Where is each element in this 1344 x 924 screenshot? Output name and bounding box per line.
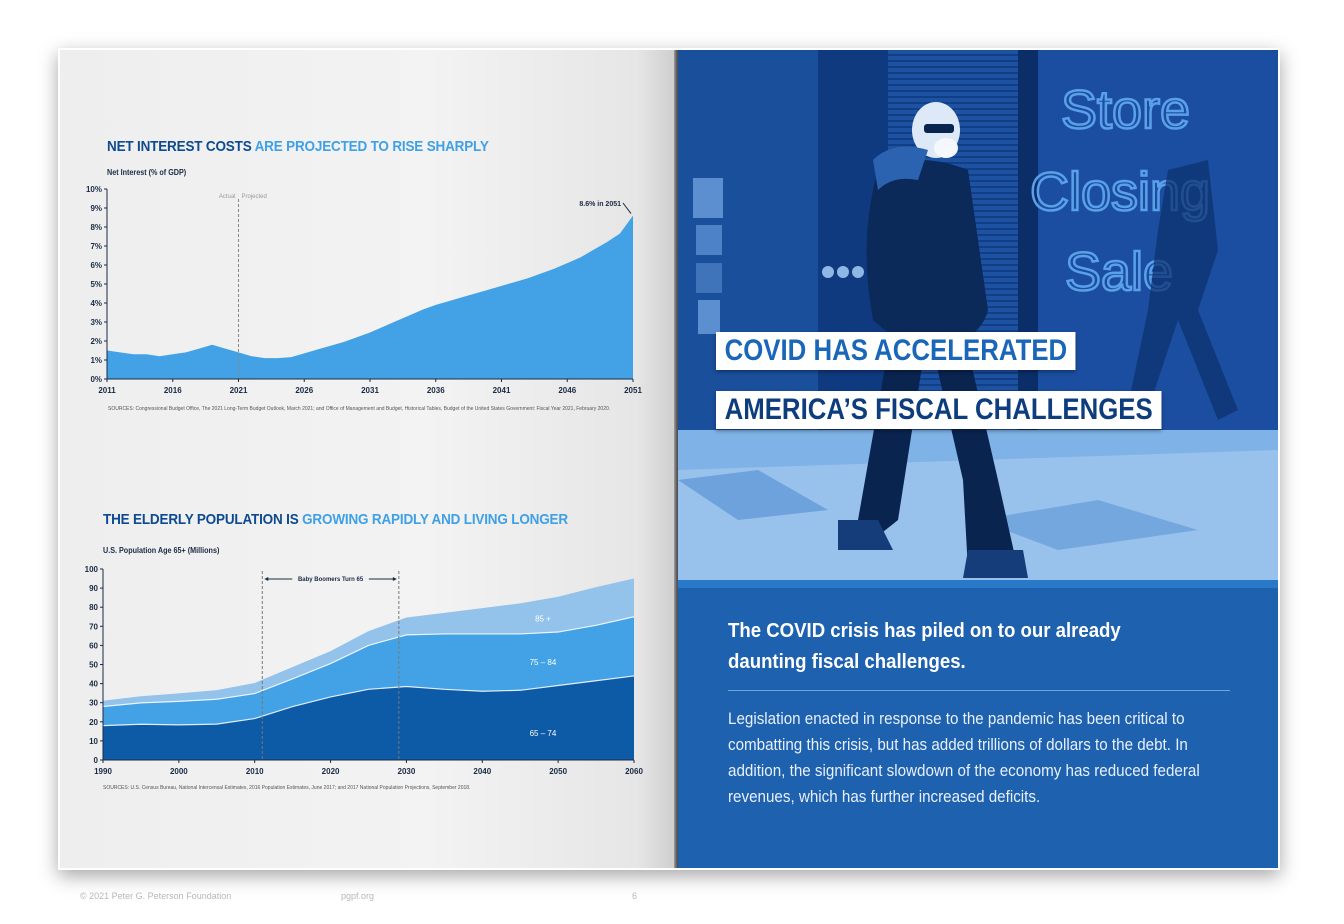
divider-rule [728, 690, 1230, 691]
chart1-title-dark: NET INTEREST COSTS [107, 138, 252, 155]
chart2-x-tick-label: 2010 [246, 767, 264, 776]
chart1-annotation-arrow [622, 202, 632, 214]
text-panel [678, 580, 1278, 868]
chart2-y-tick-label: 30 [89, 699, 98, 708]
boomers-arrowhead-left [264, 577, 269, 581]
chart2-x-tick-label: 1990 [94, 767, 112, 776]
net-interest-chart: 0% 1% 2% 3% 4% 5% 6% 7% 8% 9% 10% 2011 2016 2021 2026 2… [86, 185, 642, 395]
chart1-y-tick-label: 8% [90, 223, 102, 232]
layer-separator [102, 675, 635, 727]
area-85-plus [103, 578, 634, 707]
lead-text: The COVID crisis has piled on to our alr… [728, 620, 1121, 673]
chart1-x-tick-label: 2041 [493, 386, 511, 395]
chart1-y-tick-label: 10% [86, 185, 102, 194]
chart2-y-tick-label: 20 [89, 718, 98, 727]
wall-knob [852, 266, 864, 278]
series-label: 75 – 84 [530, 658, 557, 667]
wall-knob [837, 266, 849, 278]
area-65-74 [103, 675, 634, 760]
chart2-y-tick-label: 100 [85, 565, 99, 574]
chart2-title-light: GROWING RAPIDLY AND LIVING LONGER [302, 511, 568, 528]
chart1-y-tick-label: 3% [90, 318, 102, 327]
chart1-title-light: ARE PROJECTED TO RISE SHARPLY [254, 138, 489, 155]
net-interest-area [107, 215, 633, 379]
boomers-annotation: Baby Boomers Turn 65 [298, 577, 364, 583]
chart1-y-tick-label: 2% [90, 337, 102, 346]
chart2-x-tick-label: 2000 [170, 767, 188, 776]
banner-line-1: COVID HAS ACCELERATED [716, 332, 1076, 370]
chart1-x-tick-label: 2011 [98, 386, 116, 395]
panel-stripe [678, 580, 1278, 588]
chart1-x-tick-label: 2031 [361, 386, 379, 395]
chart2-x-tick-label: 2020 [322, 767, 340, 776]
chart2-title-dark: THE ELDERLY POPULATION IS [103, 511, 299, 528]
chart1-source: SOURCES: Congressional Budget Office, Th… [108, 406, 611, 412]
wall-sign [696, 263, 722, 293]
left-page: NET INTEREST COSTS ARE PROJECTED TO RISE… [60, 50, 674, 901]
right-page: Store Closing Sale COVID HAS ACCELERATED… [678, 50, 1278, 868]
chart2-x-tick-label: 2050 [549, 767, 567, 776]
chart2-x-tick-label: 2060 [625, 767, 643, 776]
layer-separator [102, 616, 635, 708]
chart2-y-tick-label: 0 [94, 756, 99, 765]
chart1-x-tick-label: 2046 [558, 386, 576, 395]
page-gutter [674, 50, 680, 868]
chart1-x-tick-label: 2021 [230, 386, 248, 395]
chart2-title: THE ELDERLY POPULATION IS GROWING RAPIDL… [103, 511, 568, 528]
chart1-ylabel: Net Interest (% of GDP) [107, 168, 187, 177]
storefront-photo: Store Closing Sale [678, 50, 1278, 580]
reflection-figure [1128, 160, 1238, 420]
chart2-y-tick-label: 10 [89, 737, 98, 746]
chart1-x-tick-label: 2051 [624, 386, 642, 395]
chart2-x-tick-label: 2040 [473, 767, 491, 776]
chart1-y-tick-label: 6% [90, 261, 102, 270]
chart2-y-tick-label: 40 [89, 680, 98, 689]
pedestrian-figure [838, 102, 1028, 578]
chart1-divider-label-actual: Actual [219, 194, 236, 200]
chart1-divider-label-projected: Projected [242, 194, 267, 200]
footer-url[interactable]: pgpf.org [341, 891, 375, 901]
chart1-x-tick-label: 2026 [295, 386, 313, 395]
page-number: 6 [632, 891, 638, 901]
banner-line-2: AMERICA’S FISCAL CHALLENGES [716, 391, 1162, 429]
wall-knob [822, 266, 834, 278]
chart2-y-tick-label: 70 [89, 622, 98, 631]
chart2-x-tick-label: 2030 [398, 767, 416, 776]
area-75-84 [103, 616, 634, 726]
chart2-y-tick-label: 50 [89, 661, 98, 670]
chart2-ylabel: U.S. Population Age 65+ (Millions) [103, 546, 220, 555]
series-label: 65 – 74 [530, 729, 557, 738]
chart1-y-tick-label: 7% [90, 242, 102, 251]
chart1-y-tick-label: 4% [90, 299, 102, 308]
chart1-x-tick-label: 2016 [164, 386, 182, 395]
chart1-x-tick-label: 2036 [427, 386, 445, 395]
chart2-y-tick-label: 90 [89, 584, 98, 593]
chart1-y-tick-label: 1% [90, 356, 102, 365]
chart2-y-tick-label: 80 [89, 603, 98, 612]
chart1-title: NET INTEREST COSTS ARE PROJECTED TO RISE… [107, 138, 489, 155]
sign-line-1: Store [1061, 80, 1190, 140]
series-label: 85 + [535, 615, 551, 624]
chart1-y-tick-label: 5% [90, 280, 102, 289]
chart2-source: SOURCES: U.S. Census Bureau, National In… [103, 785, 471, 791]
wall-sign [696, 225, 722, 255]
wall-sign [698, 300, 720, 334]
footer-copyright: © 2021 Peter G. Peterson Foundation [80, 891, 232, 901]
wall-sign [693, 178, 723, 218]
chart1-y-tick-label: 9% [90, 204, 102, 213]
boomers-arrowhead-right [392, 577, 397, 581]
chart1-annotation: 8.6% in 2051 [579, 201, 621, 208]
chart2-y-tick-label: 60 [89, 641, 98, 650]
body-text: Legislation enacted in response to the p… [728, 710, 1200, 806]
chart1-y-tick-label: 0% [90, 375, 102, 384]
